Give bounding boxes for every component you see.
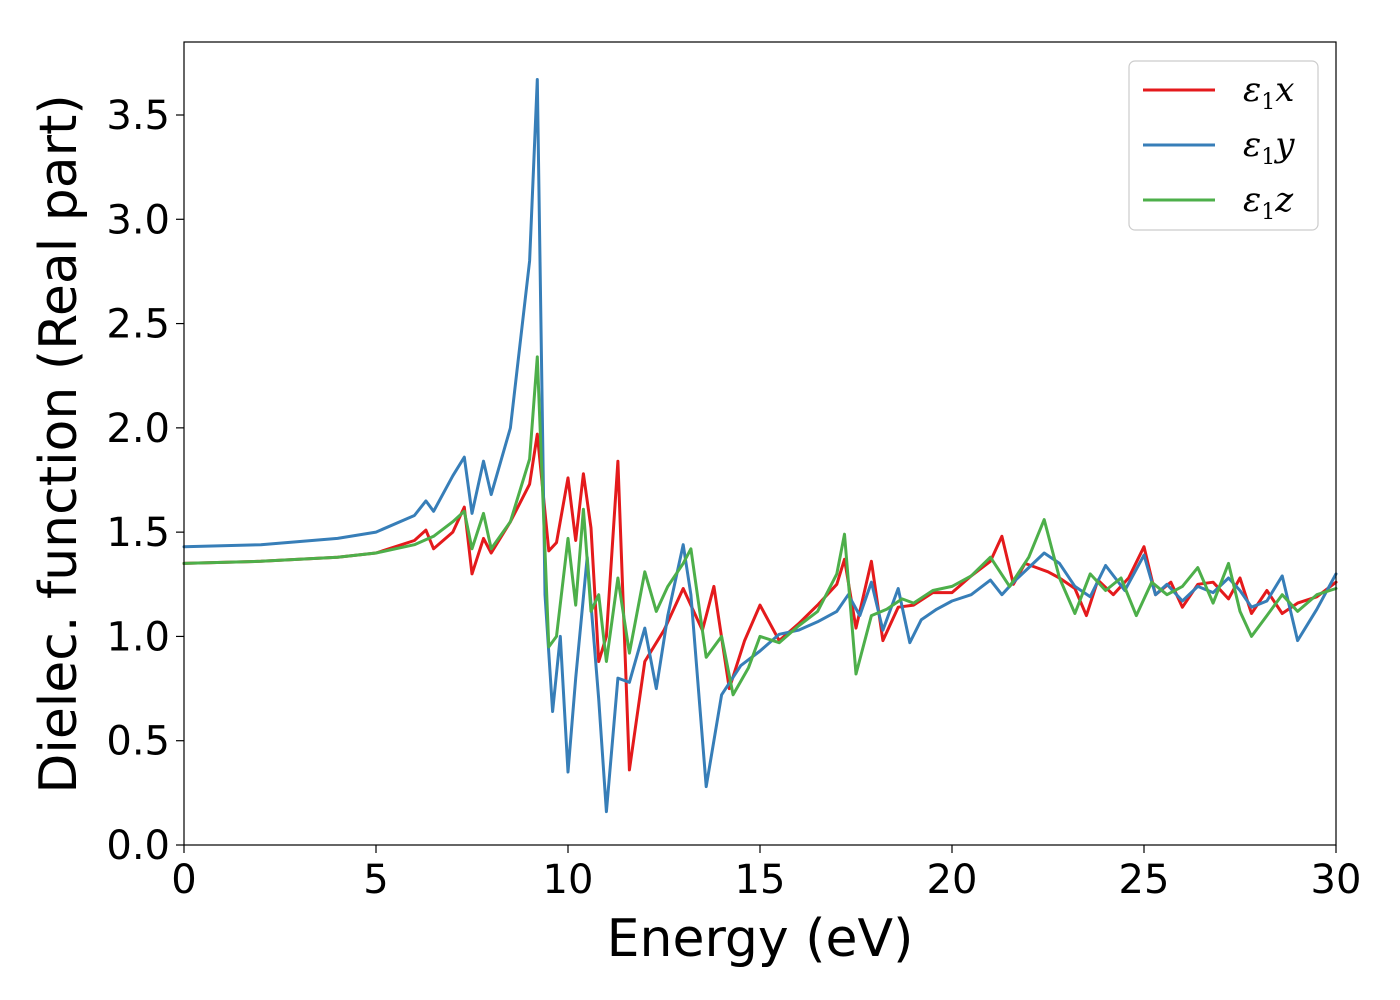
y-tick-label: 1.0 (106, 614, 170, 660)
y-tick-label: 0.5 (106, 719, 170, 765)
series-line-z (182, 355, 1338, 697)
legend: ε1x ε1y ε1z (1128, 60, 1319, 231)
legend-label-z: ε1z (1243, 180, 1294, 225)
y-tick-label: 2.5 (106, 302, 170, 348)
x-axis-label: Energy (eV) (607, 909, 914, 969)
y-tick-label: 0.0 (106, 823, 170, 869)
series-line-y (182, 78, 1338, 814)
series-layer (182, 78, 1338, 814)
legend-frame (1128, 60, 1319, 231)
x-tick-label: 20 (927, 857, 978, 903)
y-tick-label: 3.0 (106, 197, 170, 243)
x-tick-label: 15 (735, 857, 786, 903)
legend-label-y: ε1y (1243, 125, 1295, 170)
legend-label-x: ε1x (1243, 70, 1294, 115)
x-tick-label: 10 (543, 857, 594, 903)
y-tick-label: 3.5 (106, 93, 170, 139)
x-axis-ticks: 0 5 10 15 20 25 30 (171, 845, 1361, 903)
y-axis-label: Dielec. function (Real part) (29, 94, 89, 793)
x-tick-label: 0 (171, 857, 196, 903)
y-tick-label: 1.5 (106, 510, 170, 556)
y-axis-ticks: 0.0 0.5 1.0 1.5 2.0 2.5 3.0 3.5 (106, 93, 184, 869)
x-tick-label: 5 (363, 857, 388, 903)
x-tick-label: 30 (1311, 857, 1362, 903)
x-tick-label: 25 (1119, 857, 1170, 903)
y-tick-label: 2.0 (106, 406, 170, 452)
